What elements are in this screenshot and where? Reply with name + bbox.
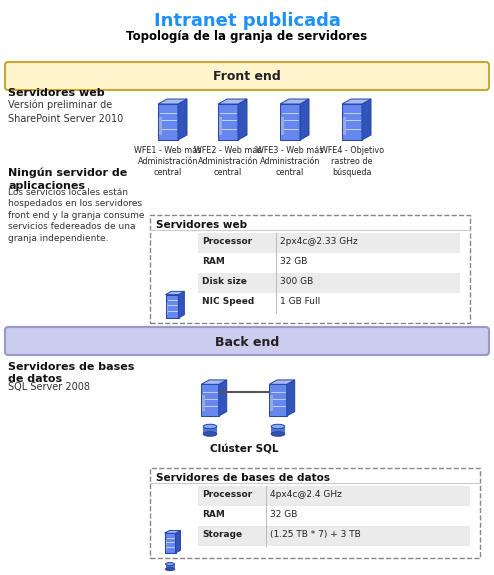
Polygon shape bbox=[165, 294, 178, 318]
Text: Processor: Processor bbox=[202, 237, 252, 246]
Polygon shape bbox=[287, 380, 295, 416]
Text: (1.25 TB * 7) + 3 TB: (1.25 TB * 7) + 3 TB bbox=[270, 530, 361, 539]
FancyBboxPatch shape bbox=[5, 62, 489, 90]
Text: WFE1 - Web más
Administración
central: WFE1 - Web más Administración central bbox=[134, 146, 202, 177]
Text: 32 GB: 32 GB bbox=[270, 510, 297, 519]
Text: RAM: RAM bbox=[202, 257, 225, 266]
Ellipse shape bbox=[165, 562, 174, 566]
FancyBboxPatch shape bbox=[150, 215, 470, 323]
Ellipse shape bbox=[203, 424, 217, 429]
Polygon shape bbox=[218, 99, 247, 104]
Text: Versión preliminar de
SharePoint Server 2010: Versión preliminar de SharePoint Server … bbox=[8, 100, 123, 124]
Text: Back end: Back end bbox=[215, 335, 279, 348]
Text: SQL Server 2008: SQL Server 2008 bbox=[8, 382, 90, 392]
Text: 2px4c@2.33 GHz: 2px4c@2.33 GHz bbox=[280, 237, 358, 246]
Polygon shape bbox=[362, 99, 371, 140]
Text: Processor: Processor bbox=[202, 490, 252, 499]
Bar bbox=[271, 427, 285, 434]
Bar bbox=[166, 303, 168, 315]
Polygon shape bbox=[178, 292, 184, 318]
Polygon shape bbox=[218, 104, 238, 140]
Bar bbox=[198, 253, 460, 273]
Text: Front end: Front end bbox=[213, 71, 281, 83]
Polygon shape bbox=[269, 380, 295, 384]
Polygon shape bbox=[238, 99, 247, 140]
Polygon shape bbox=[175, 531, 180, 553]
Polygon shape bbox=[158, 99, 187, 104]
Ellipse shape bbox=[165, 568, 174, 570]
Text: Topología de la granja de servidores: Topología de la granja de servidores bbox=[126, 30, 368, 43]
Bar bbox=[159, 117, 162, 135]
Bar bbox=[165, 564, 174, 569]
Bar bbox=[270, 396, 273, 411]
Bar bbox=[219, 117, 222, 135]
Bar bbox=[198, 486, 470, 506]
Text: Servidores web: Servidores web bbox=[8, 88, 105, 98]
Text: NIC Speed: NIC Speed bbox=[202, 297, 254, 306]
Ellipse shape bbox=[271, 424, 285, 429]
Bar bbox=[198, 293, 460, 313]
Bar bbox=[198, 273, 460, 293]
Bar bbox=[198, 506, 470, 526]
Polygon shape bbox=[300, 99, 309, 140]
Polygon shape bbox=[342, 99, 371, 104]
Text: Ningún servidor de
aplicaciones: Ningún servidor de aplicaciones bbox=[8, 168, 127, 191]
Text: Servidores de bases de datos: Servidores de bases de datos bbox=[156, 473, 330, 483]
Ellipse shape bbox=[271, 432, 285, 436]
Bar bbox=[343, 117, 346, 135]
Polygon shape bbox=[219, 380, 227, 416]
Bar bbox=[203, 427, 217, 434]
Polygon shape bbox=[280, 104, 300, 140]
Text: WFE4 - Objetivo
rastreo de
búsqueda: WFE4 - Objetivo rastreo de búsqueda bbox=[320, 146, 384, 177]
Text: Los servicios locales están
hospedados en los servidores
front end y la granja c: Los servicios locales están hospedados e… bbox=[8, 188, 145, 243]
Polygon shape bbox=[178, 99, 187, 140]
Bar bbox=[281, 117, 284, 135]
Text: 4px4c@2.4 GHz: 4px4c@2.4 GHz bbox=[270, 490, 342, 499]
Text: Clúster SQL: Clúster SQL bbox=[210, 445, 278, 455]
Bar bbox=[198, 526, 470, 546]
Polygon shape bbox=[280, 99, 309, 104]
Polygon shape bbox=[269, 384, 287, 416]
Text: Disk size: Disk size bbox=[202, 277, 247, 286]
Bar bbox=[202, 396, 205, 411]
Text: Servidores de bases
de datos: Servidores de bases de datos bbox=[8, 362, 134, 385]
Text: Servidores web: Servidores web bbox=[156, 220, 247, 230]
Bar bbox=[165, 540, 167, 550]
Text: 300 GB: 300 GB bbox=[280, 277, 313, 286]
FancyBboxPatch shape bbox=[5, 327, 489, 355]
Text: WFE3 - Web más
Administración
central: WFE3 - Web más Administración central bbox=[256, 146, 324, 177]
Polygon shape bbox=[165, 531, 180, 533]
Polygon shape bbox=[201, 380, 227, 384]
Text: RAM: RAM bbox=[202, 510, 225, 519]
Bar bbox=[198, 233, 460, 253]
Polygon shape bbox=[201, 384, 219, 416]
Text: WFE2 - Web más
Administración
central: WFE2 - Web más Administración central bbox=[194, 146, 262, 177]
Text: 1 GB Full: 1 GB Full bbox=[280, 297, 320, 306]
Polygon shape bbox=[342, 104, 362, 140]
Text: 32 GB: 32 GB bbox=[280, 257, 307, 266]
FancyBboxPatch shape bbox=[150, 468, 480, 558]
Polygon shape bbox=[165, 292, 184, 294]
Polygon shape bbox=[158, 104, 178, 140]
Polygon shape bbox=[165, 533, 175, 553]
Ellipse shape bbox=[203, 432, 217, 436]
Text: Storage: Storage bbox=[202, 530, 242, 539]
Text: Intranet publicada: Intranet publicada bbox=[154, 12, 340, 30]
